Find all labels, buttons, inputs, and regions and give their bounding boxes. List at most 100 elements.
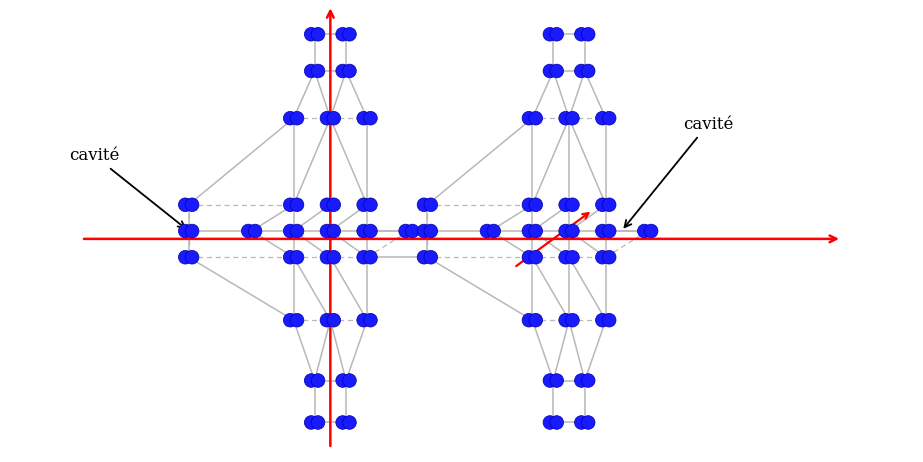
Circle shape: [283, 224, 297, 238]
Circle shape: [543, 27, 557, 41]
Circle shape: [336, 416, 350, 429]
Circle shape: [311, 416, 325, 429]
Circle shape: [574, 64, 588, 78]
Circle shape: [558, 198, 572, 212]
Circle shape: [357, 111, 370, 125]
Circle shape: [336, 374, 350, 387]
Circle shape: [543, 64, 557, 78]
Circle shape: [417, 198, 431, 212]
Circle shape: [311, 374, 325, 387]
Circle shape: [357, 198, 370, 212]
Circle shape: [186, 198, 199, 212]
Circle shape: [603, 224, 616, 238]
Circle shape: [178, 224, 192, 238]
Circle shape: [290, 111, 304, 125]
Circle shape: [311, 27, 325, 41]
Circle shape: [566, 111, 580, 125]
Circle shape: [327, 313, 341, 327]
Circle shape: [290, 313, 304, 327]
Circle shape: [364, 224, 378, 238]
Circle shape: [574, 374, 588, 387]
Circle shape: [522, 224, 535, 238]
Text: cavité: cavité: [625, 116, 733, 227]
Circle shape: [550, 27, 564, 41]
Circle shape: [357, 313, 370, 327]
Circle shape: [283, 198, 297, 212]
Circle shape: [342, 27, 356, 41]
Circle shape: [290, 198, 304, 212]
Circle shape: [644, 224, 658, 238]
Circle shape: [320, 224, 334, 238]
Circle shape: [305, 416, 318, 429]
Circle shape: [327, 224, 341, 238]
Circle shape: [558, 224, 572, 238]
Circle shape: [566, 250, 580, 264]
Circle shape: [327, 250, 341, 264]
Circle shape: [529, 198, 543, 212]
Text: cavité: cavité: [69, 147, 185, 228]
Circle shape: [595, 313, 609, 327]
Circle shape: [522, 111, 535, 125]
Circle shape: [581, 27, 595, 41]
Circle shape: [242, 224, 255, 238]
Circle shape: [550, 374, 564, 387]
Circle shape: [574, 27, 588, 41]
Circle shape: [529, 111, 543, 125]
Circle shape: [417, 250, 431, 264]
Circle shape: [424, 250, 438, 264]
Circle shape: [480, 224, 494, 238]
Circle shape: [290, 224, 304, 238]
Circle shape: [424, 224, 438, 238]
Circle shape: [603, 111, 616, 125]
Circle shape: [248, 224, 262, 238]
Circle shape: [311, 64, 325, 78]
Circle shape: [417, 224, 431, 238]
Circle shape: [566, 198, 580, 212]
Circle shape: [595, 111, 609, 125]
Circle shape: [603, 313, 616, 327]
Circle shape: [364, 250, 378, 264]
Circle shape: [320, 198, 334, 212]
Circle shape: [522, 198, 535, 212]
Circle shape: [320, 313, 334, 327]
Circle shape: [327, 198, 341, 212]
Circle shape: [543, 416, 557, 429]
Circle shape: [357, 250, 370, 264]
Circle shape: [638, 224, 651, 238]
Circle shape: [522, 313, 535, 327]
Circle shape: [305, 374, 318, 387]
Circle shape: [327, 111, 341, 125]
Circle shape: [364, 313, 378, 327]
Circle shape: [342, 64, 356, 78]
Circle shape: [529, 313, 543, 327]
Circle shape: [405, 224, 419, 238]
Circle shape: [342, 416, 356, 429]
Circle shape: [357, 224, 370, 238]
Circle shape: [522, 250, 535, 264]
Circle shape: [178, 198, 192, 212]
Circle shape: [581, 64, 595, 78]
Circle shape: [487, 224, 500, 238]
Circle shape: [558, 111, 572, 125]
Circle shape: [305, 64, 318, 78]
Circle shape: [320, 111, 334, 125]
Circle shape: [543, 374, 557, 387]
Circle shape: [558, 313, 572, 327]
Circle shape: [178, 250, 192, 264]
Circle shape: [595, 198, 609, 212]
Circle shape: [550, 64, 564, 78]
Circle shape: [424, 198, 438, 212]
Circle shape: [186, 224, 199, 238]
Circle shape: [566, 313, 580, 327]
Circle shape: [529, 250, 543, 264]
Circle shape: [529, 224, 543, 238]
Circle shape: [364, 198, 378, 212]
Circle shape: [550, 416, 564, 429]
Circle shape: [186, 250, 199, 264]
Circle shape: [603, 198, 616, 212]
Circle shape: [603, 250, 616, 264]
Circle shape: [290, 250, 304, 264]
Circle shape: [581, 416, 595, 429]
Circle shape: [283, 313, 297, 327]
Circle shape: [574, 416, 588, 429]
